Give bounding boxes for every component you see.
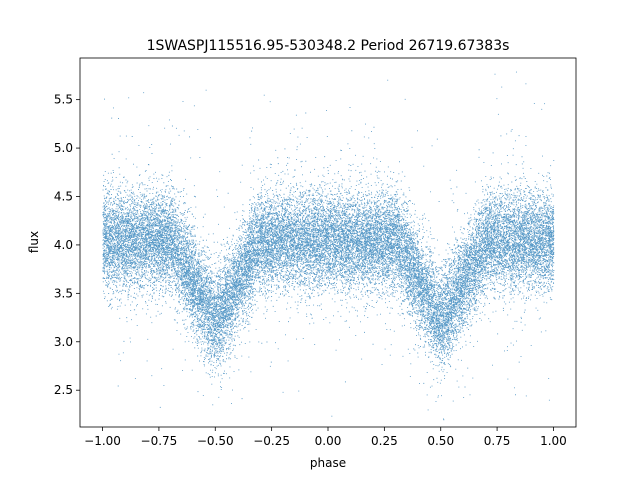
x-tick-label: −0.50	[197, 434, 234, 448]
x-tick-label: 1.00	[540, 434, 567, 448]
y-tick-label: 2.5	[54, 383, 73, 397]
x-axis-label: phase	[310, 456, 346, 470]
y-tick-label: 3.0	[54, 335, 73, 349]
y-tick-label: 3.5	[54, 286, 73, 300]
x-tick-label: 0.75	[484, 434, 511, 448]
y-axis-label: flux	[27, 231, 41, 253]
y-tick-label: 4.0	[54, 238, 73, 252]
x-tick-label: 0.25	[371, 434, 398, 448]
x-tick-label: −0.75	[141, 434, 178, 448]
scatter-point-cloud	[102, 71, 555, 421]
x-tick-label: 0.00	[315, 434, 342, 448]
x-tick-label: −1.00	[84, 434, 121, 448]
data-points	[102, 71, 555, 421]
y-tick-label: 5.5	[54, 93, 73, 107]
x-axis: −1.00 −0.75 −0.50 −0.25 0.00 0.25 0.50 0.75 1.00	[84, 427, 567, 448]
y-tick-label: 5.0	[54, 141, 73, 155]
chart-title: 1SWASPJ115516.95-530348.2 Period 26719.6…	[147, 38, 510, 54]
x-tick-label: 0.50	[427, 434, 454, 448]
y-axis: 2.5 3.0 3.5 4.0 4.5 5.0 5.5	[54, 93, 80, 397]
x-tick-label: −0.25	[253, 434, 290, 448]
y-tick-label: 4.5	[54, 189, 73, 203]
